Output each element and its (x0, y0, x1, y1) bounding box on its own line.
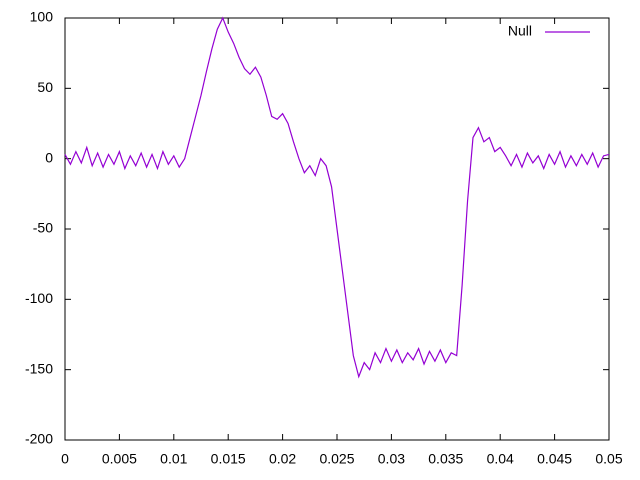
x-tick-label: 0.015 (211, 451, 246, 467)
y-tick-label: -150 (25, 360, 53, 376)
x-tick-label: 0.03 (378, 451, 405, 467)
x-tick-label: 0.05 (595, 451, 622, 467)
x-tick-label: 0 (61, 451, 69, 467)
legend-label: Null (508, 23, 532, 39)
y-tick-label: 100 (30, 9, 54, 25)
y-tick-label: -100 (25, 290, 53, 306)
x-tick-label: 0.005 (102, 451, 137, 467)
y-tick-label: -50 (33, 220, 53, 236)
x-tick-label: 0.02 (269, 451, 296, 467)
data-line (64, 16, 610, 379)
x-tick-label: 0.01 (160, 451, 187, 467)
x-tick-label: 0.035 (428, 451, 463, 467)
x-tick-label: 0.025 (319, 451, 354, 467)
y-tick-label: -200 (25, 431, 53, 447)
x-tick-label: 0.04 (487, 451, 514, 467)
y-tick-label: 0 (45, 149, 53, 165)
y-tick-label: 50 (37, 79, 53, 95)
x-tick-label: 0.045 (537, 451, 572, 467)
